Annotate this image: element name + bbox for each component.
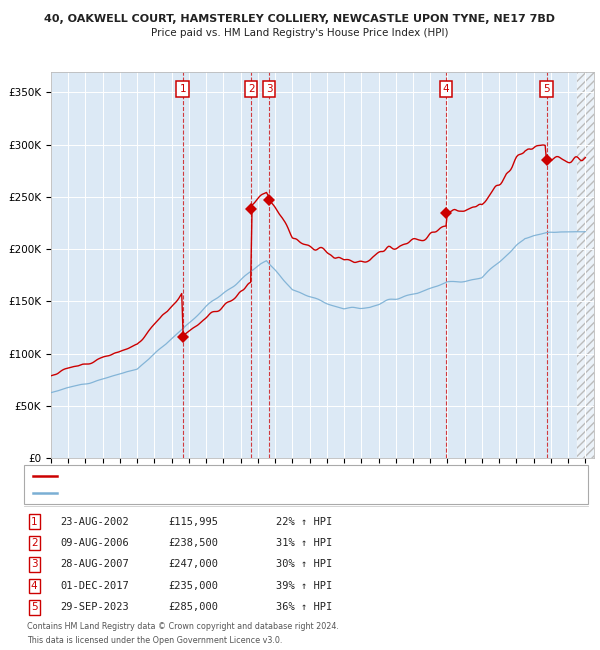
Text: 3: 3 xyxy=(31,560,38,569)
Text: 29-SEP-2023: 29-SEP-2023 xyxy=(60,603,129,612)
Text: £238,500: £238,500 xyxy=(168,538,218,548)
Text: 2: 2 xyxy=(31,538,38,548)
Text: 4: 4 xyxy=(443,84,449,94)
Text: 4: 4 xyxy=(31,581,38,591)
Text: £247,000: £247,000 xyxy=(168,560,218,569)
Text: 30% ↑ HPI: 30% ↑ HPI xyxy=(276,560,332,569)
Bar xyxy=(577,72,594,458)
Text: 22% ↑ HPI: 22% ↑ HPI xyxy=(276,517,332,526)
Text: 39% ↑ HPI: 39% ↑ HPI xyxy=(276,581,332,591)
Text: HPI: Average price, detached house, County Durham: HPI: Average price, detached house, Coun… xyxy=(63,488,302,497)
Text: 3: 3 xyxy=(266,84,272,94)
Text: £285,000: £285,000 xyxy=(168,603,218,612)
Text: 09-AUG-2006: 09-AUG-2006 xyxy=(60,538,129,548)
Text: 5: 5 xyxy=(543,84,550,94)
Bar xyxy=(577,72,594,458)
Text: 31% ↑ HPI: 31% ↑ HPI xyxy=(276,538,332,548)
Text: 5: 5 xyxy=(31,603,38,612)
Text: 28-AUG-2007: 28-AUG-2007 xyxy=(60,560,129,569)
Text: 23-AUG-2002: 23-AUG-2002 xyxy=(60,517,129,526)
Text: 36% ↑ HPI: 36% ↑ HPI xyxy=(276,603,332,612)
Text: 1: 1 xyxy=(179,84,186,94)
Text: Price paid vs. HM Land Registry's House Price Index (HPI): Price paid vs. HM Land Registry's House … xyxy=(151,28,449,38)
Text: £235,000: £235,000 xyxy=(168,581,218,591)
Text: 01-DEC-2017: 01-DEC-2017 xyxy=(60,581,129,591)
Text: Contains HM Land Registry data © Crown copyright and database right 2024.: Contains HM Land Registry data © Crown c… xyxy=(27,622,339,631)
Text: 1: 1 xyxy=(31,517,38,526)
Text: £115,995: £115,995 xyxy=(168,517,218,526)
Text: 40, OAKWELL COURT, HAMSTERLEY COLLIERY, NEWCASTLE UPON TYNE, NE17 7BD: 40, OAKWELL COURT, HAMSTERLEY COLLIERY, … xyxy=(44,14,556,24)
Text: 40, OAKWELL COURT, HAMSTERLEY COLLIERY, NEWCASTLE UPON TYNE, NE17 7BD (deta: 40, OAKWELL COURT, HAMSTERLEY COLLIERY, … xyxy=(63,471,461,480)
Text: This data is licensed under the Open Government Licence v3.0.: This data is licensed under the Open Gov… xyxy=(27,636,283,645)
Text: 2: 2 xyxy=(248,84,254,94)
